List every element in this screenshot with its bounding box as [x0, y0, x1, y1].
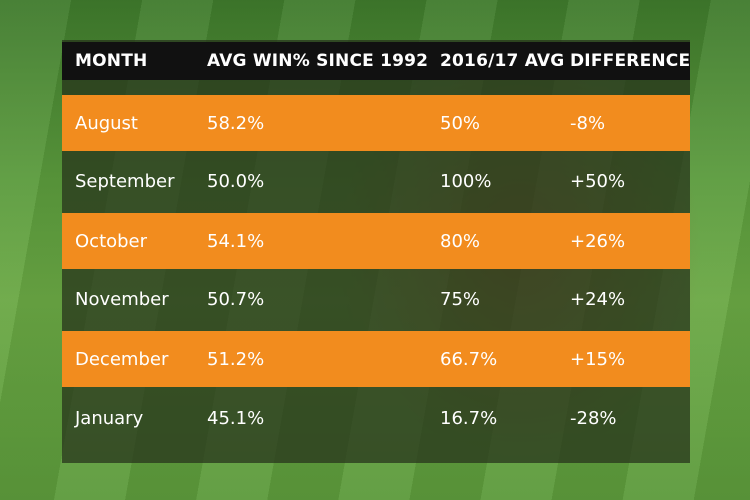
table-row: November 50.7% 75% +24% — [62, 271, 690, 327]
column-header: AVG WIN% SINCE 1992 — [207, 51, 429, 71]
table-cell: November — [75, 288, 169, 310]
table-cell: 51.2% — [207, 348, 265, 370]
table-cell: 50% — [440, 112, 481, 134]
table-cell: -28% — [570, 407, 617, 429]
table-row: August 58.2% 50% -8% — [62, 95, 690, 151]
table-cell: 58.2% — [207, 112, 265, 134]
table-row: October 54.1% 80% +26% — [62, 213, 690, 269]
table-cell: 50.0% — [207, 170, 265, 192]
table-cell: 75% — [440, 288, 481, 310]
table-row: December 51.2% 66.7% +15% — [62, 331, 690, 387]
column-header: 2016/17 AVG — [440, 51, 565, 71]
table-cell: 54.1% — [207, 230, 265, 252]
column-header: MONTH — [75, 51, 148, 71]
table-cell: 80% — [440, 230, 481, 252]
table-cell: 66.7% — [440, 348, 498, 370]
table-cell: October — [75, 230, 148, 252]
table-cell: August — [75, 112, 138, 134]
table-cell: +15% — [570, 348, 626, 370]
table-cell: +24% — [570, 288, 626, 310]
table-cell: +26% — [570, 230, 626, 252]
table-cell: 45.1% — [207, 407, 265, 429]
table-cell: December — [75, 348, 169, 370]
table-cell: -8% — [570, 112, 606, 134]
column-header: DIFFERENCE — [570, 51, 691, 71]
table-cell: 50.7% — [207, 288, 265, 310]
table-cell: September — [75, 170, 175, 192]
table-cell: January — [75, 407, 144, 429]
header-row: MONTH AVG WIN% SINCE 1992 2016/17 AVG DIFFE… — [62, 42, 690, 80]
table-cell: +50% — [570, 170, 626, 192]
table-cell: 100% — [440, 170, 492, 192]
table-row: September 50.0% 100% +50% — [62, 153, 690, 209]
table-cell: 16.7% — [440, 407, 498, 429]
table-row: January 45.1% 16.7% -28% — [62, 390, 690, 446]
